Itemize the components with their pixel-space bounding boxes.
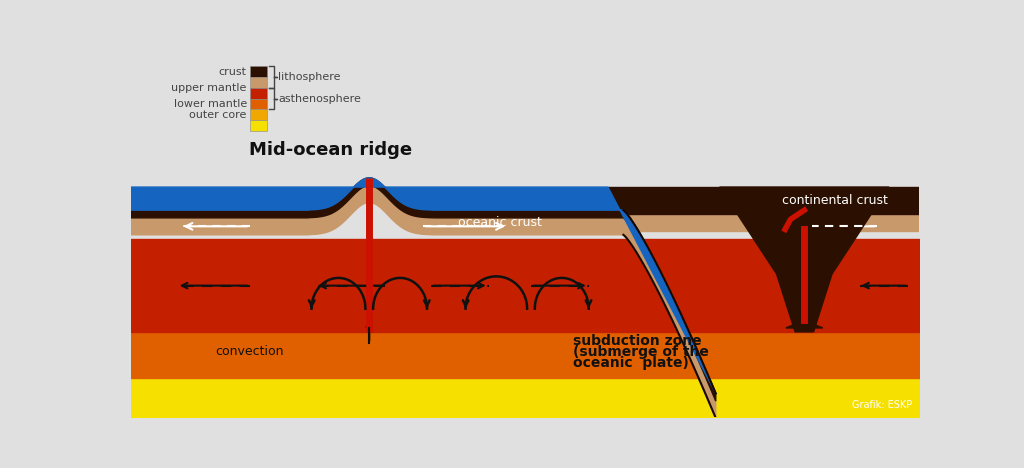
Text: oceanic crust: oceanic crust bbox=[458, 216, 542, 229]
Text: Mid-ocean ridge: Mid-ocean ridge bbox=[249, 140, 413, 159]
Polygon shape bbox=[608, 187, 920, 214]
Text: asthenosphere: asthenosphere bbox=[279, 94, 361, 103]
Text: lower mantle: lower mantle bbox=[174, 99, 247, 109]
Bar bbox=[250, 66, 267, 77]
Polygon shape bbox=[785, 320, 823, 328]
Text: convection: convection bbox=[216, 344, 285, 358]
Polygon shape bbox=[131, 178, 716, 401]
Polygon shape bbox=[720, 187, 889, 332]
Polygon shape bbox=[131, 186, 716, 418]
Text: outer core: outer core bbox=[189, 110, 247, 120]
Text: upper mantle: upper mantle bbox=[171, 83, 247, 93]
Text: Grafik: ESKP: Grafik: ESKP bbox=[852, 400, 912, 410]
Text: crust: crust bbox=[219, 66, 247, 77]
Text: continental crust: continental crust bbox=[782, 194, 888, 207]
Text: (submerge of the: (submerge of the bbox=[573, 345, 710, 359]
Bar bbox=[250, 98, 267, 110]
Bar bbox=[250, 110, 267, 120]
Bar bbox=[250, 77, 267, 88]
Bar bbox=[250, 120, 267, 131]
Text: subduction zone: subduction zone bbox=[573, 334, 701, 348]
Text: lithosphere: lithosphere bbox=[279, 72, 341, 82]
Bar bbox=[250, 88, 267, 98]
Polygon shape bbox=[608, 214, 920, 231]
Polygon shape bbox=[131, 178, 716, 394]
Text: oceanic  plate): oceanic plate) bbox=[573, 356, 689, 370]
